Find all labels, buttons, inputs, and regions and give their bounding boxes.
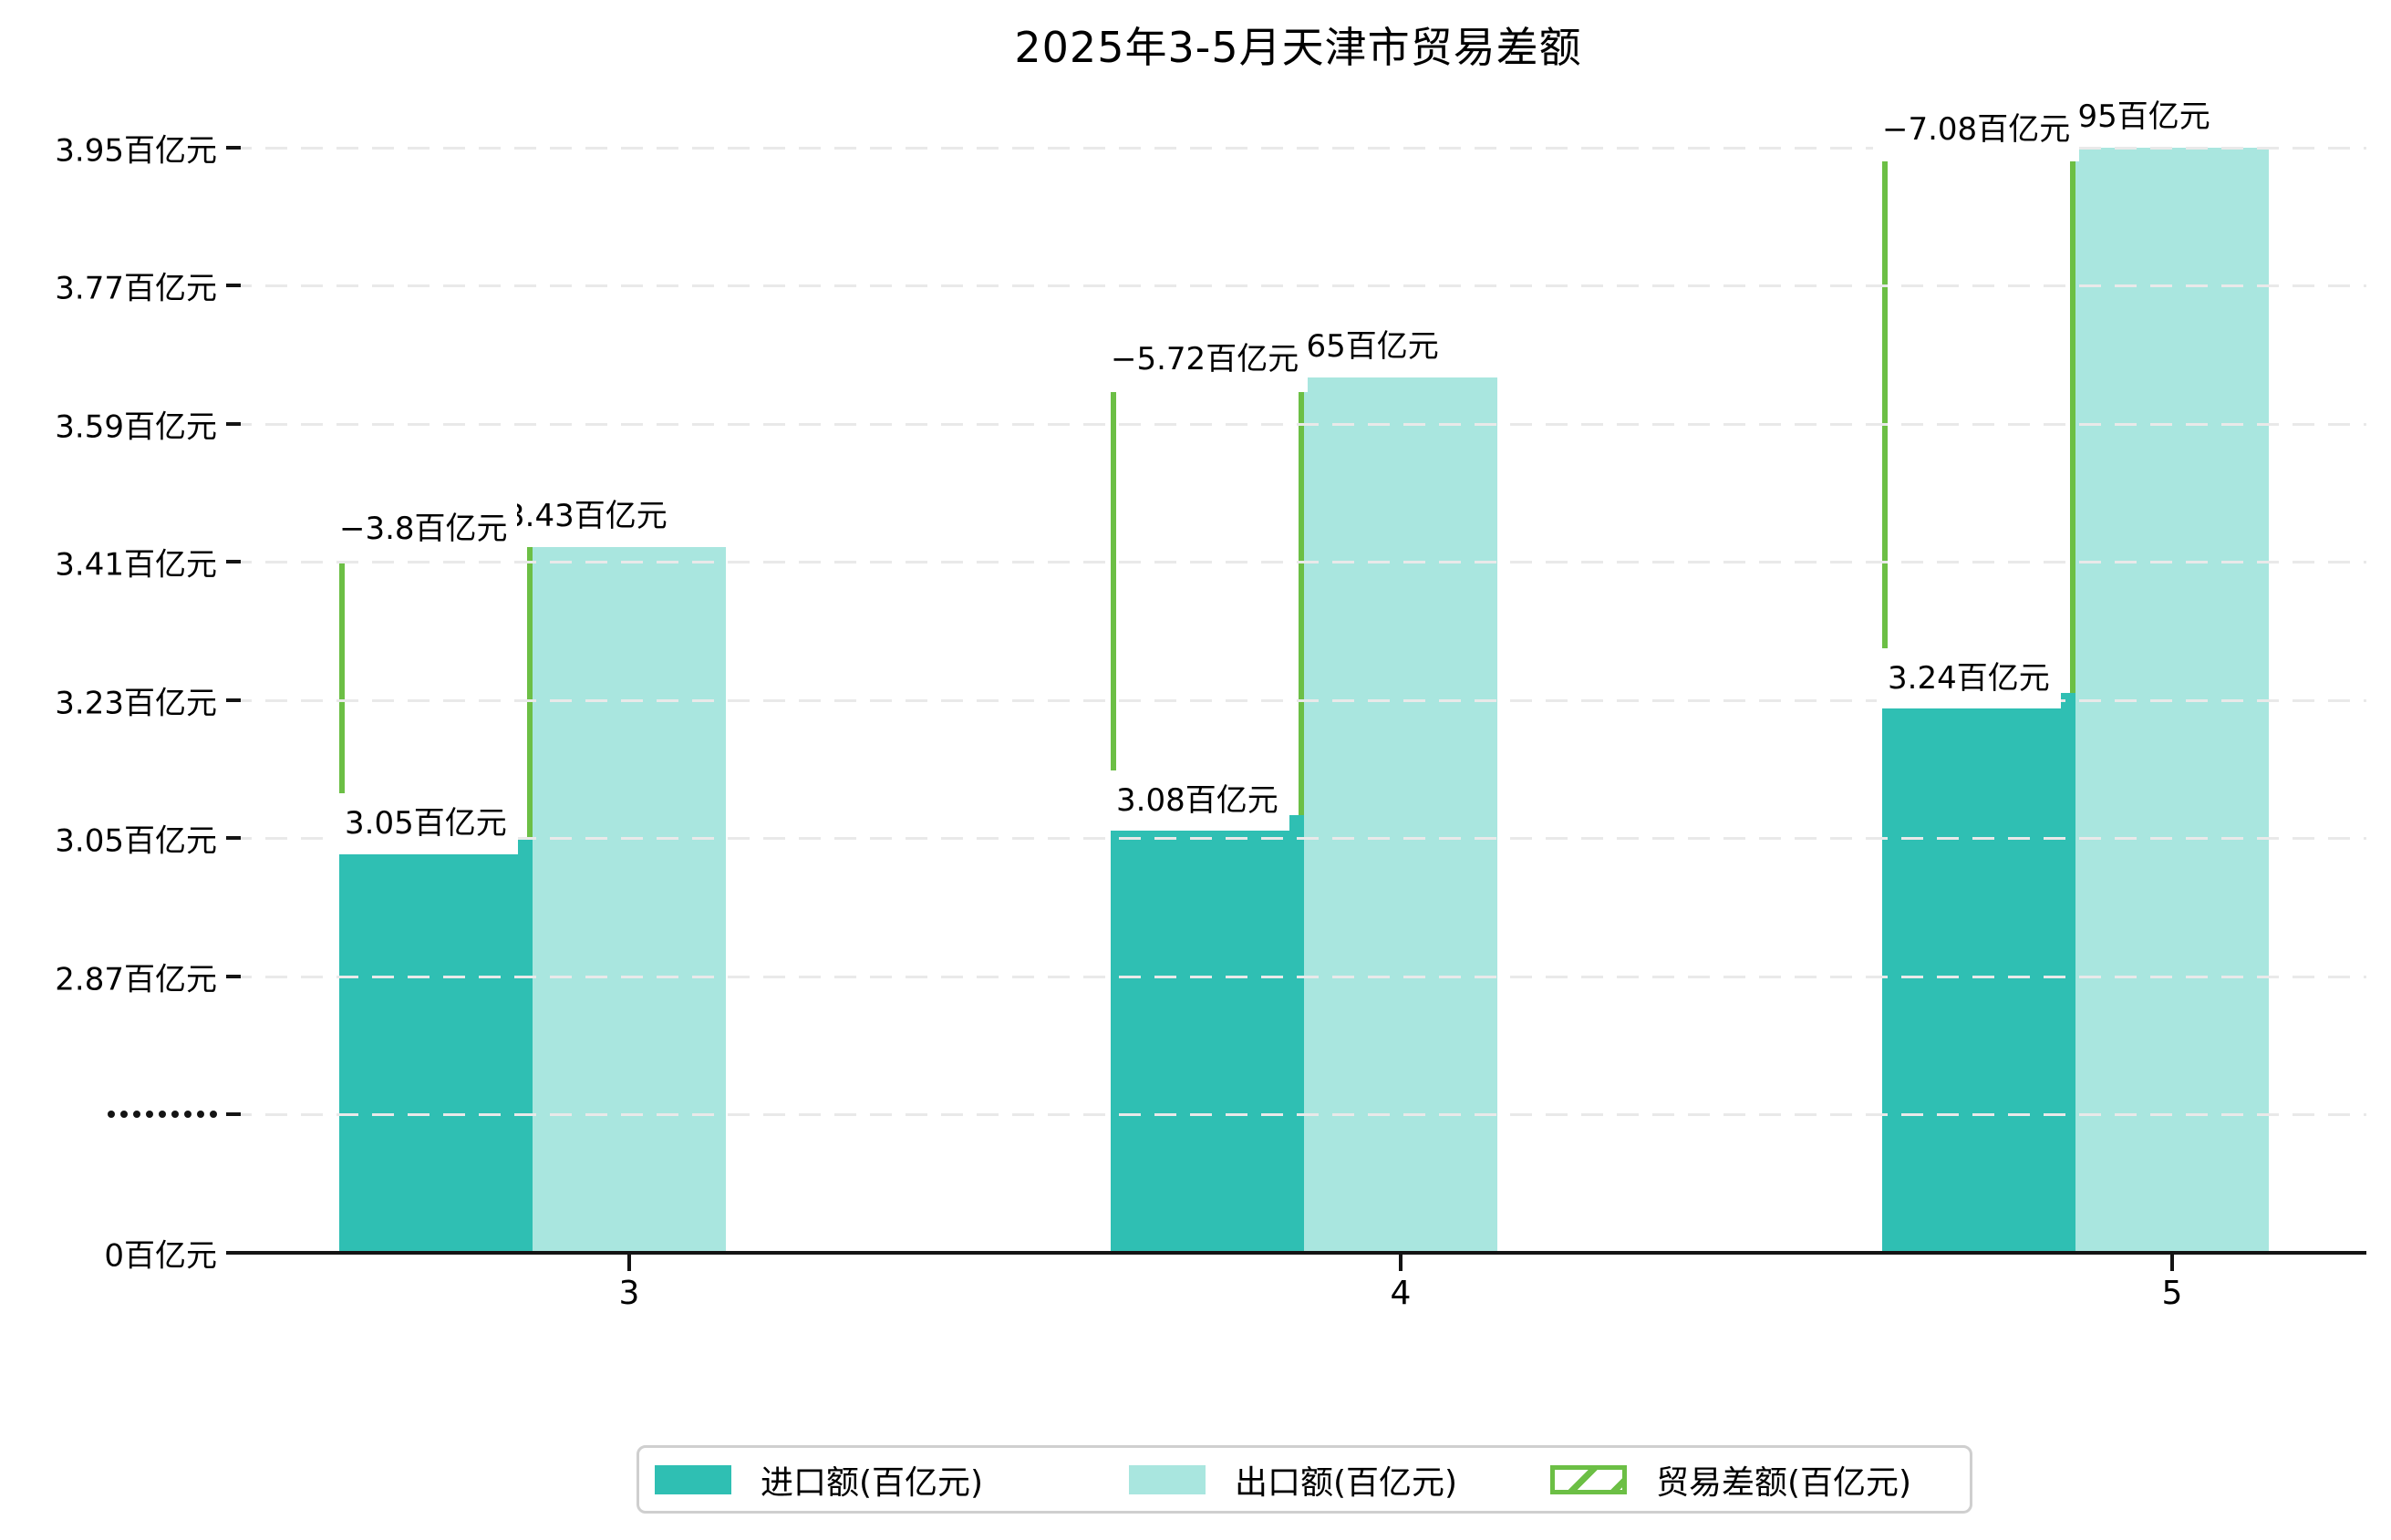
trade-balance-bar xyxy=(1111,377,1304,816)
axis-break-dot xyxy=(120,1111,128,1118)
legend-label: 进口额(百亿元) xyxy=(761,1463,984,1502)
legend: 进口额(百亿元) 出口额(百亿元) 贸易差额(百亿元) xyxy=(637,1445,1972,1514)
x-tick-label: 3 xyxy=(618,1275,640,1312)
y-tick-mark xyxy=(226,698,241,702)
y-tick-mark xyxy=(226,284,241,288)
y-tick-mark xyxy=(226,975,241,978)
x-tick-mark xyxy=(627,1255,631,1271)
trade-balance-value-label: −3.8百亿元 xyxy=(330,496,517,561)
y-gridline xyxy=(230,146,2366,150)
trade-balance-bar xyxy=(339,546,533,839)
legend-swatch-export xyxy=(1129,1464,1206,1494)
y-gridline xyxy=(230,1113,2366,1116)
y-tick-label: 0百亿元 xyxy=(104,1237,217,1275)
import-value-label: 3.08百亿元 xyxy=(1105,770,1289,832)
axis-break-dot xyxy=(197,1111,204,1118)
export-bar xyxy=(533,546,726,1253)
y-tick-label: 3.41百亿元 xyxy=(55,546,217,584)
axis-break-dot xyxy=(133,1111,140,1118)
x-tick-label: 5 xyxy=(2161,1275,2183,1312)
import-bar xyxy=(1882,692,2075,1253)
import-bar xyxy=(1111,815,1304,1253)
x-tick-mark xyxy=(2170,1255,2174,1271)
y-tick-label: 3.05百亿元 xyxy=(55,822,217,860)
chart-title: 2025年3-5月天津市贸易差额 xyxy=(1014,23,1582,72)
y-gridline xyxy=(230,698,2366,702)
axis-break-dot xyxy=(146,1111,153,1118)
legend-swatch-trade-balance xyxy=(1550,1464,1627,1494)
y-tick-label: 3.59百亿元 xyxy=(55,408,217,446)
y-tick-label: 2.87百亿元 xyxy=(55,961,217,998)
axis-break-dot xyxy=(159,1111,166,1118)
axis-break-dot xyxy=(171,1111,179,1118)
y-tick-mark xyxy=(226,1112,241,1116)
legend-swatch-import xyxy=(655,1464,731,1494)
import-value-label: 3.05百亿元 xyxy=(334,793,518,854)
axis-break-dot xyxy=(184,1111,191,1118)
y-gridline xyxy=(230,422,2366,426)
axis-break-dot xyxy=(210,1111,217,1118)
export-bar xyxy=(1304,377,1497,1253)
legend-item-trade-balance: 贸易差额(百亿元) xyxy=(1550,1448,1911,1511)
trade-balance-value-label: −5.72百亿元 xyxy=(1102,327,1309,392)
legend-item-import: 进口额(百亿元) xyxy=(655,1448,983,1511)
y-tick-mark xyxy=(226,836,241,841)
y-gridline xyxy=(230,837,2366,841)
export-value-label: 3.43百亿元 xyxy=(498,494,675,537)
y-tick-mark xyxy=(226,145,241,150)
y-tick-mark xyxy=(226,560,241,564)
y-gridline xyxy=(230,561,2366,564)
y-tick-label: 3.95百亿元 xyxy=(55,132,217,170)
axis-break-dots xyxy=(108,1111,217,1118)
legend-label: 贸易差额(百亿元) xyxy=(1656,1463,1912,1502)
legend-item-export: 出口额(百亿元) xyxy=(1129,1448,1457,1511)
x-tick-label: 4 xyxy=(1390,1275,1412,1312)
x-axis-line xyxy=(230,1251,2366,1255)
y-tick-label: 3.77百亿元 xyxy=(55,270,217,307)
import-value-label: 3.24百亿元 xyxy=(1877,647,2061,708)
x-tick-mark xyxy=(1399,1255,1403,1271)
import-bar xyxy=(339,838,533,1253)
legend-label: 出口额(百亿元) xyxy=(1235,1463,1458,1502)
trade-balance-bar xyxy=(1882,147,2075,693)
axis-break-dot xyxy=(108,1111,115,1118)
y-tick-label: 3.23百亿元 xyxy=(55,685,217,722)
trade-balance-value-label: −7.08百亿元 xyxy=(1873,97,2080,162)
y-gridline xyxy=(230,976,2366,978)
y-tick-mark xyxy=(226,421,241,426)
y-gridline xyxy=(230,284,2366,288)
